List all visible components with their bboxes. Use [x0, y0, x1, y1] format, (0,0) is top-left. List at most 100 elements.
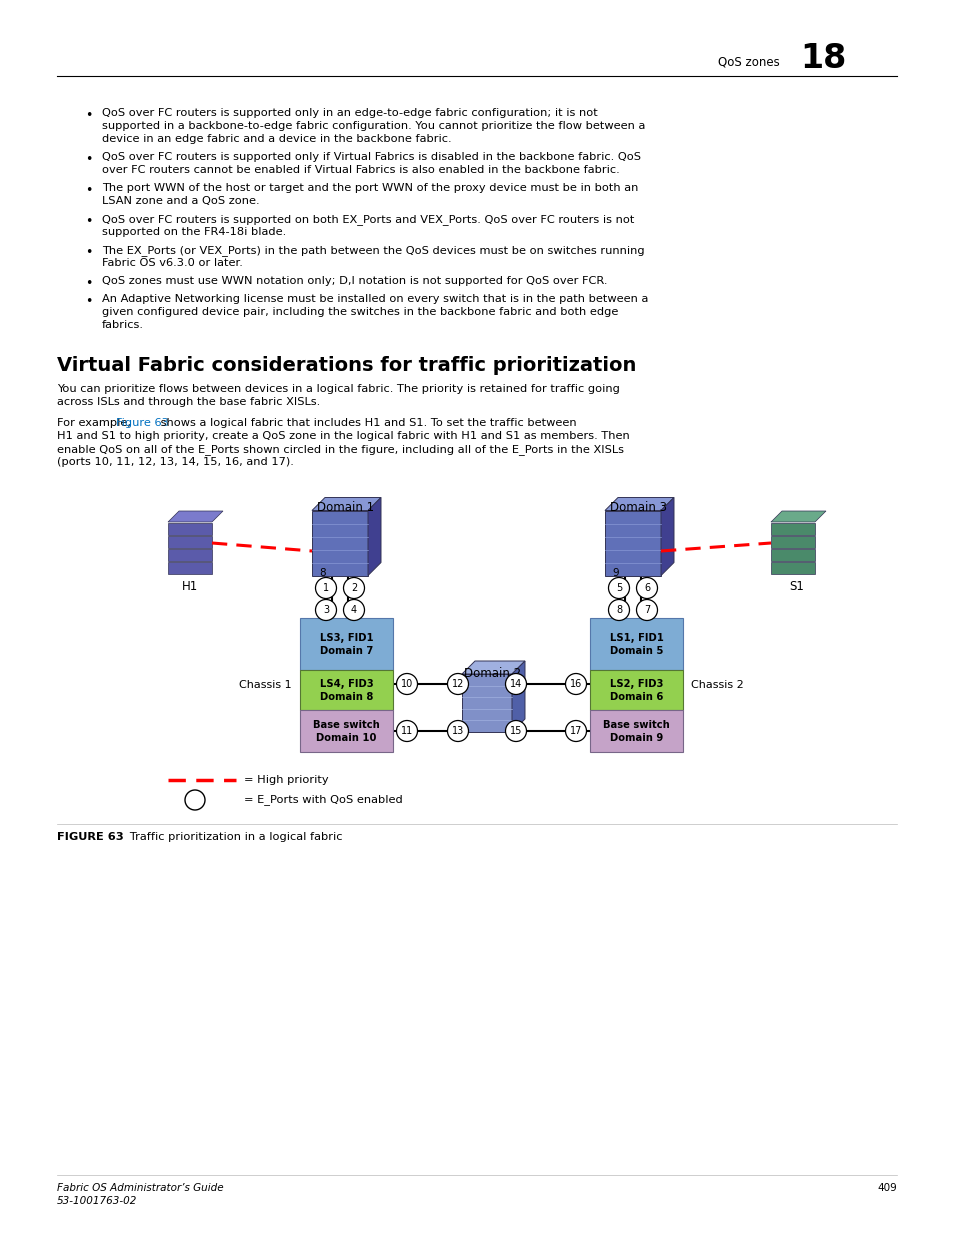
Text: LS3, FID1: LS3, FID1	[319, 634, 373, 643]
Circle shape	[315, 599, 336, 620]
FancyBboxPatch shape	[770, 522, 814, 535]
Text: Domain 6: Domain 6	[609, 692, 662, 701]
FancyBboxPatch shape	[589, 710, 682, 752]
Text: Domain 2: Domain 2	[464, 667, 521, 680]
Text: 12: 12	[452, 679, 464, 689]
Circle shape	[636, 578, 657, 599]
Text: An Adaptive Networking license must be installed on every switch that is in the : An Adaptive Networking license must be i…	[102, 294, 648, 304]
Text: LSAN zone and a QoS zone.: LSAN zone and a QoS zone.	[102, 196, 259, 206]
FancyBboxPatch shape	[168, 548, 212, 561]
Polygon shape	[312, 498, 380, 510]
Text: = High priority: = High priority	[244, 776, 328, 785]
Text: 16: 16	[569, 679, 581, 689]
Text: LS4, FID3: LS4, FID3	[319, 679, 373, 689]
Text: QoS zones must use WWN notation only; D,I notation is not supported for QoS over: QoS zones must use WWN notation only; D,…	[102, 275, 607, 287]
Polygon shape	[604, 510, 660, 576]
Text: Domain 5: Domain 5	[609, 646, 662, 656]
Text: QoS over FC routers is supported only if Virtual Fabrics is disabled in the back: QoS over FC routers is supported only if…	[102, 152, 640, 162]
Text: QoS over FC routers is supported only in an edge-to-edge fabric configuration; i: QoS over FC routers is supported only in…	[102, 107, 598, 119]
Text: 17: 17	[569, 726, 581, 736]
Polygon shape	[368, 498, 380, 576]
Text: 5: 5	[616, 583, 621, 593]
Text: 10: 10	[400, 679, 413, 689]
Text: The port WWN of the host or target and the port WWN of the proxy device must be : The port WWN of the host or target and t…	[102, 183, 638, 193]
Polygon shape	[312, 510, 368, 576]
Text: QoS over FC routers is supported on both EX_Ports and VEX_Ports. QoS over FC rou: QoS over FC routers is supported on both…	[102, 214, 634, 225]
Text: The EX_Ports (or VEX_Ports) in the path between the QoS devices must be on switc: The EX_Ports (or VEX_Ports) in the path …	[102, 245, 644, 256]
Circle shape	[447, 673, 468, 694]
Text: Fabric OS Administrator’s Guide: Fabric OS Administrator’s Guide	[57, 1183, 223, 1193]
Text: LS1, FID1: LS1, FID1	[609, 634, 662, 643]
Circle shape	[447, 720, 468, 741]
Polygon shape	[461, 661, 524, 674]
Text: Domain 9: Domain 9	[609, 734, 662, 743]
Text: 13: 13	[452, 726, 464, 736]
Text: supported in a backbone-to-edge fabric configuration. You cannot prioritize the : supported in a backbone-to-edge fabric c…	[102, 121, 644, 131]
FancyBboxPatch shape	[299, 671, 393, 710]
Circle shape	[343, 578, 364, 599]
Text: across ISLs and through the base fabric XISLs.: across ISLs and through the base fabric …	[57, 396, 320, 408]
Polygon shape	[512, 661, 524, 732]
Circle shape	[396, 673, 417, 694]
Text: 15: 15	[509, 726, 521, 736]
Text: supported on the FR4-18i blade.: supported on the FR4-18i blade.	[102, 227, 286, 237]
Text: device in an edge fabric and a device in the backbone fabric.: device in an edge fabric and a device in…	[102, 135, 451, 144]
FancyBboxPatch shape	[168, 562, 212, 574]
FancyBboxPatch shape	[770, 536, 814, 548]
FancyBboxPatch shape	[770, 562, 814, 574]
Circle shape	[636, 599, 657, 620]
Text: Domain 8: Domain 8	[319, 692, 373, 701]
Text: Chassis 2: Chassis 2	[690, 680, 743, 690]
Text: •: •	[85, 277, 92, 290]
Text: •: •	[85, 184, 92, 198]
Text: Domain 7: Domain 7	[319, 646, 373, 656]
Polygon shape	[461, 674, 512, 732]
Text: shows a logical fabric that includes H1 and S1. To set the traffic between: shows a logical fabric that includes H1 …	[157, 417, 577, 429]
Text: 7: 7	[643, 605, 649, 615]
Text: Base switch: Base switch	[313, 720, 379, 730]
Polygon shape	[604, 498, 673, 510]
Text: 14: 14	[509, 679, 521, 689]
Text: QoS zones: QoS zones	[718, 56, 780, 68]
Circle shape	[343, 599, 364, 620]
Circle shape	[396, 720, 417, 741]
Text: 53-1001763-02: 53-1001763-02	[57, 1195, 137, 1207]
Circle shape	[315, 578, 336, 599]
Text: For example,: For example,	[57, 417, 134, 429]
Text: 3: 3	[323, 605, 329, 615]
Text: over FC routers cannot be enabled if Virtual Fabrics is also enabled in the back: over FC routers cannot be enabled if Vir…	[102, 165, 619, 175]
Text: •: •	[85, 295, 92, 308]
FancyBboxPatch shape	[589, 618, 682, 671]
Text: Virtual Fabric considerations for traffic prioritization: Virtual Fabric considerations for traffi…	[57, 356, 636, 375]
Text: 2: 2	[351, 583, 356, 593]
FancyBboxPatch shape	[770, 548, 814, 561]
Text: 1: 1	[323, 583, 329, 593]
Text: Fabric OS v6.3.0 or later.: Fabric OS v6.3.0 or later.	[102, 258, 243, 268]
Text: Domain 3: Domain 3	[610, 501, 667, 514]
Text: Traffic prioritization in a logical fabric: Traffic prioritization in a logical fabr…	[119, 832, 342, 842]
Text: 6: 6	[643, 583, 649, 593]
Text: 8: 8	[616, 605, 621, 615]
Text: 409: 409	[877, 1183, 896, 1193]
Text: Domain 10: Domain 10	[316, 734, 376, 743]
Text: •: •	[85, 246, 92, 259]
Text: Chassis 1: Chassis 1	[239, 680, 292, 690]
FancyBboxPatch shape	[589, 671, 682, 710]
FancyBboxPatch shape	[299, 618, 393, 671]
Circle shape	[505, 720, 526, 741]
Text: = E_Ports with QoS enabled: = E_Ports with QoS enabled	[244, 794, 402, 805]
Text: given configured device pair, including the switches in the backbone fabric and : given configured device pair, including …	[102, 308, 618, 317]
FancyBboxPatch shape	[168, 536, 212, 548]
Polygon shape	[660, 498, 673, 576]
FancyBboxPatch shape	[168, 522, 212, 535]
Circle shape	[565, 673, 586, 694]
Text: •: •	[85, 215, 92, 228]
Text: H1: H1	[182, 580, 198, 593]
Text: Base switch: Base switch	[602, 720, 669, 730]
Text: fabrics.: fabrics.	[102, 320, 144, 330]
Text: enable QoS on all of the E_Ports shown circled in the figure, including all of t: enable QoS on all of the E_Ports shown c…	[57, 445, 623, 454]
Text: (ports 10, 11, 12, 13, 14, 15, 16, and 17).: (ports 10, 11, 12, 13, 14, 15, 16, and 1…	[57, 457, 294, 467]
Circle shape	[185, 790, 205, 810]
Text: FIGURE 63: FIGURE 63	[57, 832, 124, 842]
Text: 9: 9	[612, 568, 618, 578]
